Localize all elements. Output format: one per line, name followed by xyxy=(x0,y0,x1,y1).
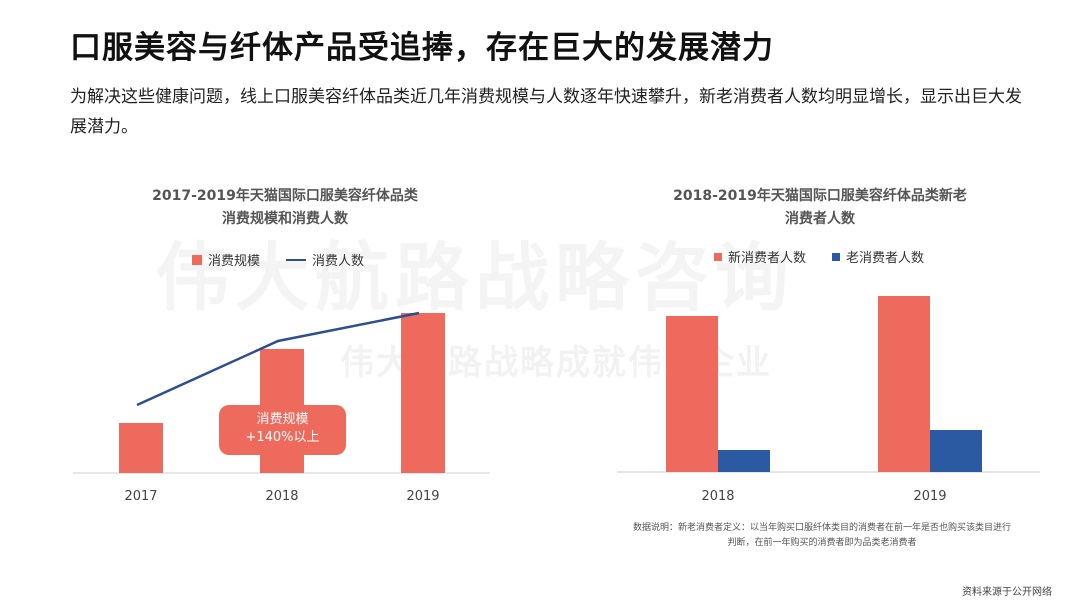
data-note-line1: 数据说明：新老消费者定义：以当年购买口服纤体类目的消费者在前一年是否也购买该类目… xyxy=(632,523,1011,533)
chart1-xtick-2017: 2017 xyxy=(124,489,157,504)
data-note: 数据说明：新老消费者定义：以当年购买口服纤体类目的消费者在前一年是否也购买该类目… xyxy=(602,521,1042,551)
chart2-bar-old-2019 xyxy=(930,430,982,472)
page-subtitle: 为解决这些健康问题，线上口服美容纤体品类近几年消费规模与人数逐年快速攀升，新老消… xyxy=(70,87,1022,137)
chart1-xtick-2018: 2018 xyxy=(265,489,298,504)
chart1-title-line1: 2017-2019年天猫国际口服美容纤体品类 xyxy=(152,188,418,204)
chart1-bar-2019 xyxy=(401,313,445,473)
chart1-xtick-2019: 2019 xyxy=(406,489,439,504)
legend-swatch-new xyxy=(714,252,722,261)
chart2-title-line1: 2018-2019年天猫国际口服美容纤体品类新老 xyxy=(673,188,967,204)
legend-label-consumers: 消费人数 xyxy=(312,254,365,269)
data-note-line2: 判断，在前一年购买的消费者即为品类老消费者 xyxy=(727,538,917,548)
chart1-title-line2: 消费规模和消费人数 xyxy=(222,211,348,227)
chart1-bar-2017 xyxy=(119,423,163,473)
chart2-xtick-2019: 2019 xyxy=(913,489,946,504)
chart2-title-line2: 消费者人数 xyxy=(785,211,855,227)
source-note: 资料来源于公开网络 xyxy=(962,587,1052,598)
growth-callout: 消费规模 +140%以上 xyxy=(219,405,346,455)
legend-label-spending: 消费规模 xyxy=(208,254,261,269)
callout-line2: +140%以上 xyxy=(245,430,320,445)
legend-swatch-spending xyxy=(192,254,202,265)
chart2-xtick-2018: 2018 xyxy=(701,489,734,504)
chart1-legend: 消费规模 消费人数 xyxy=(192,250,364,269)
chart2-bar-old-2018 xyxy=(718,450,770,472)
chart2-bar-new-2019 xyxy=(878,296,930,472)
chart2-legend: 新消费者人数 老消费者人数 xyxy=(714,247,924,266)
legend-swatch-consumers xyxy=(286,258,307,261)
chart1-title: 2017-2019年天猫国际口服美容纤体品类 消费规模和消费人数 xyxy=(70,185,500,231)
legend-label-old: 老消费者人数 xyxy=(846,251,925,266)
legend-swatch-old xyxy=(832,252,841,261)
page-title: 口服美容与纤体产品受追捧，存在巨大的发展潜力 xyxy=(70,30,774,66)
chart2-bar-new-2018 xyxy=(666,316,718,472)
chart2-title: 2018-2019年天猫国际口服美容纤体品类新老 消费者人数 xyxy=(600,185,1040,231)
legend-label-new: 新消费者人数 xyxy=(728,251,807,266)
callout-line1: 消费规模 xyxy=(256,412,309,427)
chart1-consumers-line xyxy=(136,311,420,407)
